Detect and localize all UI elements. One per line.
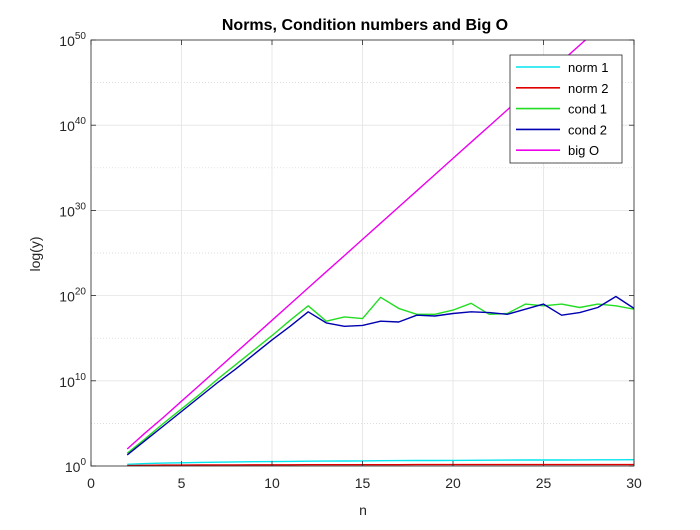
chart-title: Norms, Condition numbers and Big O (222, 17, 508, 34)
series-line-norm-1 (127, 459, 634, 465)
series-lines (126, 40, 634, 466)
y-tick-label: 1020 (59, 287, 86, 305)
y-tick-label: 1040 (59, 116, 86, 134)
y-tick-label: 1030 (59, 201, 86, 219)
x-tick-label: 15 (355, 475, 371, 491)
series-line-cond-2 (126, 295, 634, 456)
x-tick-label: 0 (87, 475, 95, 491)
y-tick-label: 100 (65, 457, 87, 475)
ticks (90, 39, 635, 467)
y-axis-label: log(y) (27, 236, 43, 271)
x-tick-label: 30 (626, 475, 642, 491)
legend: norm 1 norm 2 cond 1 cond 2 big O (509, 54, 623, 164)
y-tick-label: 1050 (59, 31, 86, 49)
series-line-norm-2 (127, 463, 634, 466)
legend-label: big O (568, 143, 599, 158)
x-axis-label: n (359, 502, 367, 518)
x-tick-label: 20 (445, 475, 461, 491)
tick-labels: 0 5 10 15 20 25 30 100 1010 1020 1030 1040 1050 (59, 31, 642, 491)
x-tick-label: 10 (264, 475, 280, 491)
legend-label: norm 2 (568, 81, 608, 96)
x-tick-label: 5 (178, 475, 186, 491)
legend-label: norm 1 (568, 60, 608, 75)
x-tick-label: 25 (536, 475, 552, 491)
legend-label: cond 2 (568, 122, 607, 137)
y-tick-label: 1010 (59, 372, 86, 390)
legend-label: cond 1 (568, 102, 607, 117)
series-line-cond-1 (126, 296, 634, 454)
